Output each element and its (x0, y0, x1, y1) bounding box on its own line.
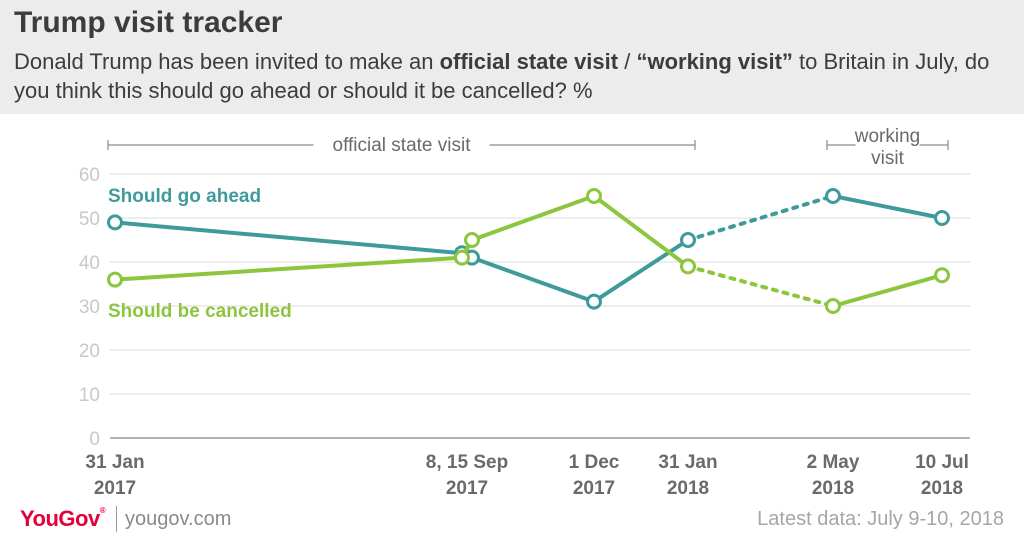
series-segment (113, 255, 464, 282)
series-segment (831, 273, 944, 308)
x-tick-label: 10 Jul (915, 452, 969, 473)
x-tick-label: 2018 (812, 478, 854, 498)
yougov-logo: YouGov® (20, 506, 106, 531)
y-tick-label: 0 (89, 429, 100, 450)
data-point (680, 232, 696, 248)
x-tick-label: 2018 (667, 478, 709, 498)
data-point (825, 188, 841, 204)
subtitle-part: / (618, 49, 637, 74)
footer-divider (116, 506, 117, 532)
y-tick-label: 10 (79, 385, 100, 406)
x-tick-label: 2 May (807, 452, 860, 473)
series-segment-dotted (686, 264, 835, 308)
y-tick-label: 20 (79, 341, 100, 362)
series-segment (831, 194, 944, 220)
y-tick-label: 60 (79, 165, 100, 186)
period-bracket-working-visit-label: working (854, 126, 920, 147)
x-tick-label: 8, 15 Sep (426, 452, 508, 473)
x-tick-label: 31 Jan (85, 452, 144, 473)
series-segment (113, 220, 464, 256)
series-segment (592, 238, 690, 304)
subtitle-emphasis-working-visit: “working visit” (636, 49, 793, 74)
data-point (586, 293, 602, 310)
data-point (934, 267, 950, 284)
latest-data-note: Latest data: July 9-10, 2018 (757, 508, 1004, 530)
period-bracket-working-visit-label: visit (871, 148, 904, 169)
data-point (680, 258, 696, 275)
series-segment (470, 255, 596, 304)
line-chart: 0 10 20 30 40 50 60 31 Jan 2017 8, 15 Sep 2017 1 De… (79, 126, 970, 498)
series-label: Should be cancelled (108, 301, 292, 322)
series-segment (470, 194, 596, 242)
series-segment (592, 194, 690, 269)
header-band: Trump visit tracker Donald Trump has bee… (0, 0, 1024, 114)
data-point (454, 249, 470, 266)
data-point (107, 271, 123, 288)
period-bracket-state-visit-label: official state visit (333, 135, 472, 156)
data-point (934, 210, 950, 226)
y-tick-label: 30 (79, 297, 100, 318)
data-point (107, 214, 123, 231)
subtitle-part: to Britain in July, do you think this sh… (14, 49, 990, 103)
footer-url[interactable]: yougov.com (125, 508, 232, 530)
data-point (464, 232, 480, 248)
chart-subtitle: Donald Trump has been invited to make an… (14, 47, 1014, 105)
x-tick-label: 2017 (94, 478, 136, 498)
x-tick-label: 1 Dec (569, 452, 620, 473)
x-tick-label: 31 Jan (658, 452, 717, 473)
chart-title: Trump visit tracker (14, 6, 283, 39)
subtitle-emphasis-state-visit: official state visit (439, 49, 619, 74)
subtitle-part: Donald Trump has been invited to make an (14, 49, 440, 74)
series-segment-dotted (686, 194, 835, 242)
y-tick-label: 50 (79, 209, 100, 230)
x-tick-label: 2017 (573, 478, 615, 498)
x-tick-label: 2018 (921, 478, 963, 498)
y-tick-label: 40 (79, 253, 100, 274)
data-point (586, 188, 602, 204)
series-label: Should go ahead (108, 186, 261, 207)
data-point (825, 298, 841, 314)
x-tick-label: 2017 (446, 478, 488, 498)
